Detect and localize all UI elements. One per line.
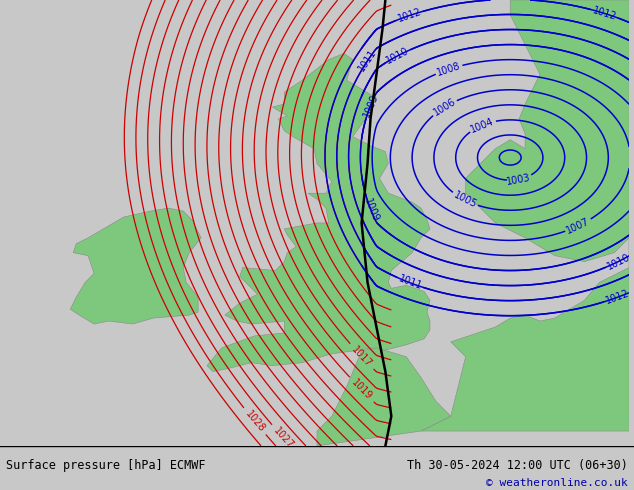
Text: 1010: 1010 <box>384 46 411 66</box>
Text: 1019: 1019 <box>349 377 374 402</box>
Text: 1007: 1007 <box>565 216 592 236</box>
Polygon shape <box>317 348 451 446</box>
Text: 1017: 1017 <box>349 344 374 369</box>
Text: 1012: 1012 <box>604 289 631 306</box>
Text: 1006: 1006 <box>431 97 458 118</box>
Text: 1004: 1004 <box>469 116 496 134</box>
Polygon shape <box>421 0 629 431</box>
Text: 1009: 1009 <box>361 92 380 118</box>
Text: Th 30-05-2024 12:00 UTC (06+30): Th 30-05-2024 12:00 UTC (06+30) <box>407 459 628 472</box>
Text: © weatheronline.co.uk: © weatheronline.co.uk <box>486 478 628 488</box>
Polygon shape <box>207 53 430 371</box>
Text: 1003: 1003 <box>505 172 531 187</box>
Text: 1012: 1012 <box>591 5 618 22</box>
Text: Surface pressure [hPa] ECMWF: Surface pressure [hPa] ECMWF <box>6 459 206 472</box>
Text: 1012: 1012 <box>396 7 422 24</box>
Text: 1028: 1028 <box>243 409 266 434</box>
Text: 1005: 1005 <box>451 190 478 210</box>
Text: 1009: 1009 <box>362 197 380 223</box>
Text: 1008: 1008 <box>436 61 462 78</box>
Text: 1011: 1011 <box>397 274 424 292</box>
Text: 1027: 1027 <box>271 425 295 450</box>
Text: 1011: 1011 <box>357 48 379 74</box>
Polygon shape <box>70 208 201 324</box>
Text: 1010: 1010 <box>605 252 631 271</box>
